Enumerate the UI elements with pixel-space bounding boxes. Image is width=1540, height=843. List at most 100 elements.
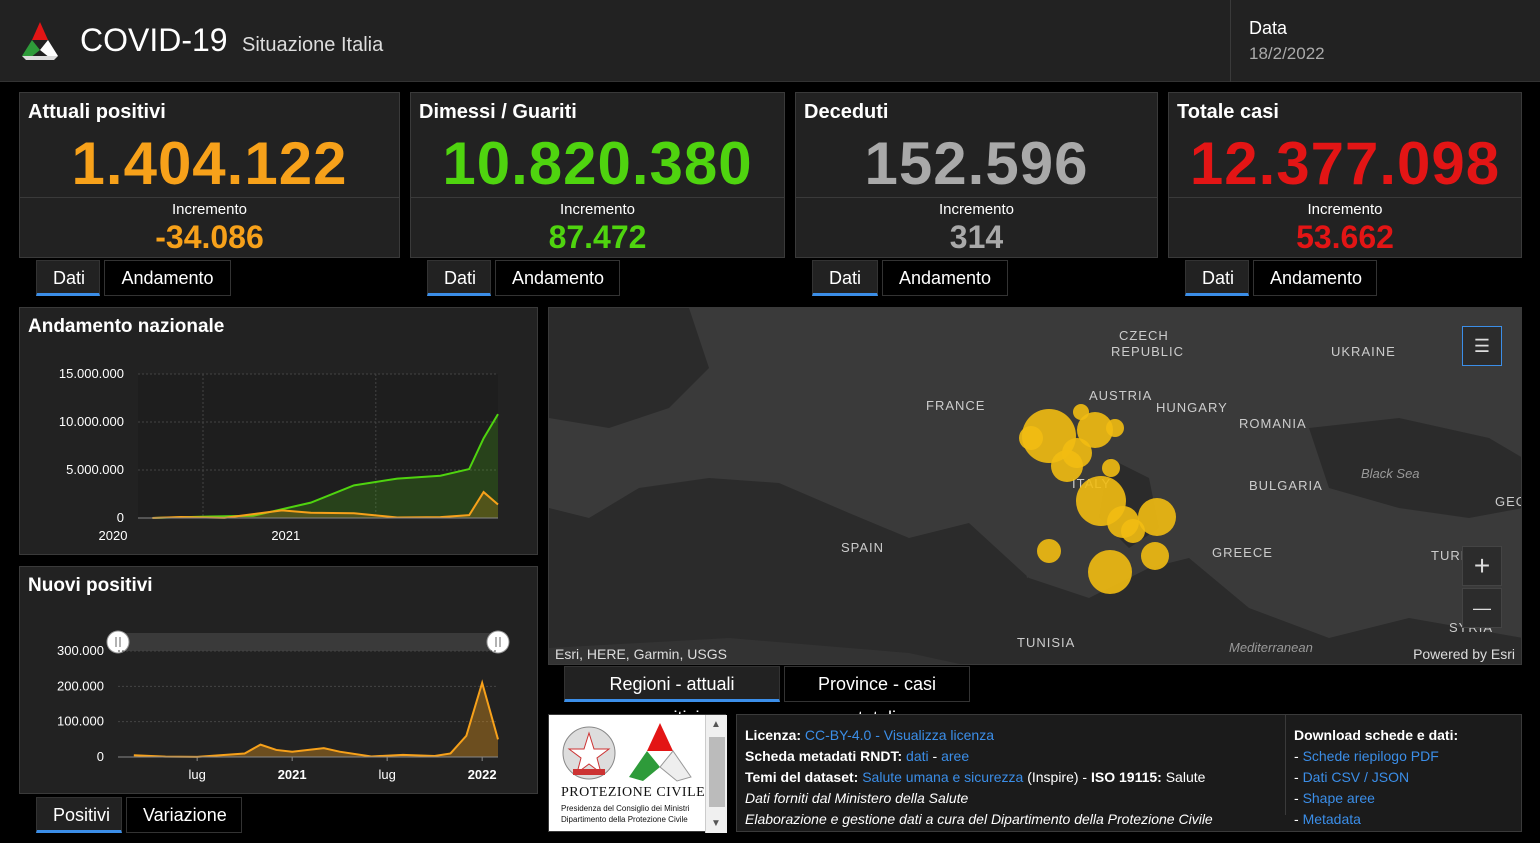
metadata-link[interactable]: Metadata	[1302, 811, 1361, 827]
y-tick-label: 0	[117, 510, 124, 525]
kpi-title: Deceduti	[804, 101, 889, 123]
divider	[20, 197, 399, 198]
shape-aree-link[interactable]: Shape aree	[1302, 790, 1375, 806]
map-country-label: TUNISIA	[1017, 635, 1076, 650]
kpi-increment-label: Incremento	[938, 201, 1015, 218]
range-slider-track[interactable]	[118, 633, 498, 651]
andamento-nazionale-chart[interactable]: 15.000.000 10.000.000 5.000.000 0 2020 2021	[20, 308, 539, 556]
kpi-tabs: Dati Andamento	[36, 260, 235, 296]
x-tick-label: lug	[188, 767, 205, 782]
scrollbar-thumb[interactable]	[709, 737, 725, 807]
kpi-dimessi-guariti: Dimessi / Guariti 10.820.380 Incremento …	[410, 92, 785, 258]
region-bubble[interactable]	[1138, 498, 1176, 536]
date-value: 18/2/2022	[1249, 44, 1325, 63]
map-country-label: FRANCE	[926, 398, 986, 413]
map-country-label: GREECE	[1212, 545, 1273, 560]
tab-andamento[interactable]: Andamento	[104, 260, 231, 296]
licenza-row: Licenza: CC-BY-4.0 - Visualizza licenza	[745, 725, 1213, 746]
temi-row: Temi del dataset: Salute umana e sicurez…	[745, 767, 1213, 788]
range-handle-end[interactable]	[486, 630, 510, 654]
series-area	[133, 682, 498, 757]
region-bubble[interactable]	[1077, 412, 1113, 448]
region-bubble[interactable]	[1088, 550, 1132, 594]
kpi-tabs: Dati Andamento	[1185, 260, 1381, 296]
map-country-label: HUNGARY	[1156, 400, 1228, 415]
region-bubble[interactable]	[1106, 419, 1124, 437]
tab-andamento[interactable]: Andamento	[495, 260, 620, 296]
date-label: Data	[1249, 18, 1288, 38]
tab-dati[interactable]: Dati	[427, 260, 491, 296]
subtitle-line-1: Presidenza del Consiglio dei Ministri	[561, 804, 690, 813]
map-country-label: GEO	[1495, 494, 1521, 509]
visualizza-licenza-link[interactable]: Visualizza licenza	[883, 727, 995, 743]
dati-link[interactable]: dati	[906, 748, 929, 764]
divider	[411, 197, 784, 198]
series-line[interactable]	[133, 679, 499, 758]
tab-dati[interactable]: Dati	[36, 260, 100, 296]
tab-variazione[interactable]: Variazione	[126, 797, 242, 833]
iso-label: ISO 19115:	[1091, 769, 1162, 785]
region-bubble[interactable]	[1102, 459, 1120, 477]
protezione-civile-title: PROTEZIONE CIVILE	[561, 785, 706, 800]
zoom-in-button[interactable]: +	[1462, 546, 1502, 586]
tab-province[interactable]: Province - casi totali	[784, 666, 970, 728]
region-bubble[interactable]	[1037, 539, 1061, 563]
dataset-info: Licenza: CC-BY-4.0 - Visualizza licenza …	[745, 725, 1213, 830]
y-tick-label: 200.000	[57, 678, 104, 693]
subtitle-line-2: Dipartimento della Protezione Civile	[561, 815, 688, 824]
x-tick-label: 2020	[99, 528, 128, 543]
map-bubbles[interactable]	[549, 308, 1522, 665]
plot-area	[138, 374, 498, 518]
app-title: COVID-19	[80, 22, 228, 58]
download-item: - Schede riepilogo PDF	[1294, 748, 1439, 764]
separator: -	[871, 727, 884, 743]
andamento-nazionale-panel: Andamento nazionale 15.000.000 10.000.000…	[19, 307, 538, 555]
tab-andamento[interactable]: Andamento	[1253, 260, 1377, 296]
kpi-value: 1.404.122	[71, 130, 348, 197]
aree-link[interactable]: aree	[941, 748, 970, 764]
kpi-increment-label: Incremento	[559, 201, 636, 218]
scroll-up-icon[interactable]: ▲	[711, 719, 721, 730]
nuovi-tabs: Positivi Variazione	[36, 797, 246, 833]
tab-positivi[interactable]: Positivi	[36, 797, 122, 833]
scrollbar[interactable]: ▲ ▼	[705, 715, 727, 833]
map-country-label: AUSTRIA	[1089, 388, 1153, 403]
x-tick-label: lug	[378, 767, 395, 782]
legend-list-icon[interactable]: ☰	[1462, 326, 1502, 366]
csv-json-link[interactable]: Dati CSV / JSON	[1302, 769, 1410, 785]
download-item: - Metadata	[1294, 811, 1361, 827]
region-bubble[interactable]	[1051, 450, 1083, 482]
kpi-tabs: Dati Andamento	[427, 260, 624, 296]
nuovi-positivi-chart[interactable]: 300.000 200.000 100.000 0 lug 2021 lug 2022	[20, 567, 539, 795]
map-country-label: CZECH	[1119, 328, 1169, 343]
series-area	[152, 414, 498, 518]
scroll-down-icon[interactable]: ▼	[711, 818, 721, 829]
tab-andamento[interactable]: Andamento	[882, 260, 1008, 296]
protezione-civile-subtitle: Presidenza del Consiglio dei Ministri Di…	[561, 803, 690, 825]
map-powered-by[interactable]: Powered by Esri	[1413, 646, 1515, 662]
tab-regioni[interactable]: Regioni - attuali positivi	[564, 666, 780, 728]
region-bubble[interactable]	[1141, 542, 1169, 570]
region-bubble[interactable]	[1121, 519, 1145, 543]
download-item: - Dati CSV / JSON	[1294, 769, 1410, 785]
download-item: - Shape aree	[1294, 790, 1375, 806]
protezione-civile-logo-icon	[22, 22, 58, 60]
kpi-totale-casi: Totale casi 12.377.098 Incremento 53.662	[1168, 92, 1522, 258]
scheda-label: Scheda metadati RNDT:	[745, 748, 903, 764]
kpi-deceduti: Deceduti 152.596 Incremento 314	[795, 92, 1158, 258]
licenza-link[interactable]: CC-BY-4.0	[804, 727, 872, 743]
region-bubble[interactable]	[1019, 426, 1043, 450]
map-country-label: BULGARIA	[1249, 478, 1323, 493]
schede-pdf-link[interactable]: Schede riepilogo PDF	[1302, 748, 1439, 764]
y-tick-label: 100.000	[57, 714, 104, 729]
y-tick-label: 5.000.000	[66, 462, 124, 477]
range-handle-start[interactable]	[106, 630, 130, 654]
republic-emblem-icon	[562, 726, 616, 780]
protezione-civile-panel: PROTEZIONE CIVILE Presidenza del Consigl…	[548, 714, 727, 833]
tab-dati[interactable]: Dati	[1185, 260, 1249, 296]
map-view[interactable]: CZECH REPUBLIC UKRAINE FRANCE AUSTRIA HUNGARY…	[548, 307, 1522, 665]
salute-link[interactable]: Salute umana e sicurezza	[862, 769, 1024, 785]
zoom-out-button[interactable]: —	[1462, 588, 1502, 628]
tab-dati[interactable]: Dati	[812, 260, 878, 296]
x-tick-label: 2022	[468, 767, 497, 782]
